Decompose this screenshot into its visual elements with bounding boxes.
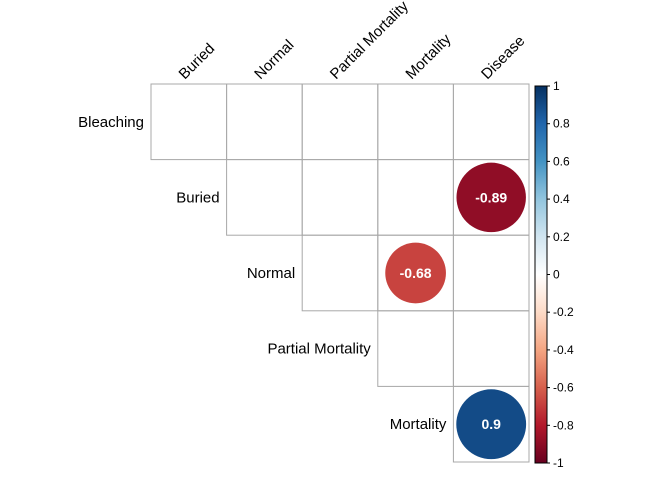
grid-layer <box>150 83 530 463</box>
grid-cell <box>452 310 530 387</box>
legend-tick-label: 0.6 <box>553 154 570 168</box>
grid-cell <box>226 83 303 161</box>
column-label-mortality: Mortality <box>402 30 454 82</box>
grid-cell <box>377 310 454 387</box>
legend-tick-label: 1 <box>553 79 560 93</box>
legend-color-bar <box>535 86 547 463</box>
legend-tick-label: -0.6 <box>553 381 574 395</box>
row-label-mortality: Mortality <box>390 416 447 433</box>
legend-tick-label: 0.4 <box>553 192 570 206</box>
row-label-partial-mortality: Partial Mortality <box>267 341 371 358</box>
correlation-value-normal-mortality: -0.68 <box>400 265 432 281</box>
row-label-buried: Buried <box>176 189 219 206</box>
legend-tick-label: 0 <box>553 268 560 282</box>
grid-cell <box>377 159 454 236</box>
grid-cell <box>452 385 530 463</box>
row-label-normal: Normal <box>247 265 295 282</box>
grid-cell <box>452 83 530 161</box>
grid-cell <box>150 83 228 161</box>
grid-cell <box>452 234 530 312</box>
correlation-circle-mortality-disease <box>456 389 527 460</box>
grid-cell <box>301 159 379 236</box>
cells-layer: -0.89 -0.68 0.9 <box>385 162 527 460</box>
correlation-value-buried-disease: -0.89 <box>475 189 507 205</box>
correlation-circle-normal-mortality <box>385 242 446 304</box>
grid-cell <box>377 83 454 161</box>
legend-tick-label: 0.8 <box>553 117 570 131</box>
legend-tick-label: -1 <box>553 456 564 470</box>
grid-cell <box>226 159 303 236</box>
grid-cell <box>301 83 379 161</box>
column-label-normal: Normal <box>251 37 297 83</box>
legend-tick-label: -0.2 <box>553 305 574 319</box>
correlation-value-mortality-disease: 0.9 <box>481 416 501 432</box>
row-label-bleaching: Bleaching <box>78 114 144 131</box>
grid-cell <box>301 234 379 312</box>
correlation-circle-buried-disease <box>456 162 526 233</box>
column-label-buried: Buried <box>176 40 219 83</box>
column-label-partial-mortality: Partial Mortality <box>327 0 412 83</box>
color-legend: 1 0.8 0.6 0.4 0.2 0 -0.2 -0.4 -0.6 -0.8 -1 <box>534 79 574 470</box>
legend-tick-label: -0.4 <box>553 343 574 357</box>
legend-tick-label: -0.8 <box>553 418 574 432</box>
column-label-disease: Disease <box>478 32 528 82</box>
legend-tick-label: 0.2 <box>553 230 570 244</box>
